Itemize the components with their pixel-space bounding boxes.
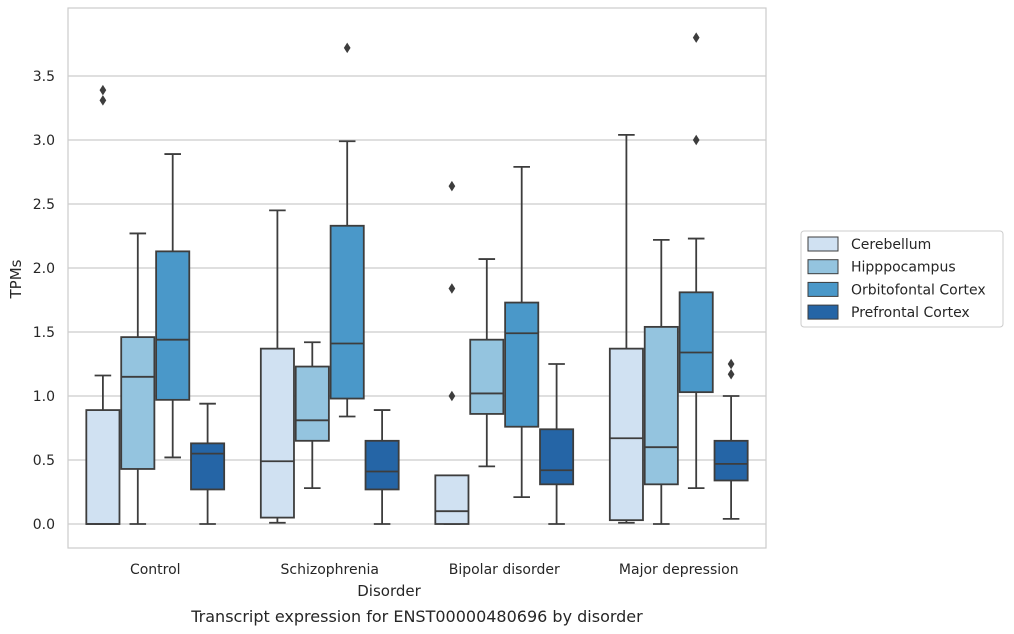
legend-swatch: [807, 281, 839, 297]
y-tick-label: 0.5: [33, 453, 55, 469]
outlier-point: [99, 95, 107, 106]
legend-swatch: [807, 259, 839, 275]
box-1-1: [294, 341, 330, 490]
box-body: [678, 291, 714, 394]
outlier-point: [448, 283, 456, 294]
box-body: [364, 439, 400, 491]
y-tick-label: 1.0: [33, 389, 55, 405]
x-tick-label: Control: [130, 562, 181, 578]
outlier-point: [692, 134, 700, 146]
y-tick-label: 3.5: [33, 69, 55, 85]
box-body: [434, 474, 470, 525]
y-tick-label: 2.0: [33, 261, 55, 277]
legend-label: Prefrontal Cortex: [851, 305, 970, 321]
outlier-point: [692, 32, 700, 43]
x-axis-label: Disorder: [357, 582, 421, 600]
legend-swatch: [807, 236, 839, 252]
box-2-0: [155, 153, 191, 459]
box-body: [85, 409, 121, 525]
box-2-3: [678, 32, 714, 490]
box-body: [608, 347, 644, 522]
box-3-1: [364, 409, 400, 525]
x-tick-labels: Control Schizophrenia Bipolar disorder Majo…: [130, 562, 739, 578]
box-0-3: [608, 133, 644, 524]
box-0-0: [85, 84, 121, 525]
y-axis-label: TPMs: [7, 259, 25, 299]
box-body: [155, 250, 191, 401]
legend: Cerebellum Hipppocampus Orbitofontal Corte…: [800, 230, 1004, 328]
box-body: [294, 365, 330, 442]
legend-items: Cerebellum Hipppocampus Orbitofontal Corte…: [807, 236, 986, 321]
box-body: [190, 442, 226, 491]
box-1-3: [643, 238, 679, 525]
box-0-2: [434, 180, 470, 525]
y-tick-label: 2.5: [33, 197, 55, 213]
box-1-2: [469, 258, 505, 468]
y-tick-label: 0.0: [33, 517, 55, 533]
x-tick-label: Major depression: [619, 562, 739, 578]
box-2-2: [504, 165, 540, 499]
box-body: [469, 338, 505, 415]
legend-label: Orbitofontal Cortex: [851, 282, 986, 298]
box-body: [713, 439, 749, 482]
legend-frame: [800, 230, 1004, 328]
x-tick-label: Bipolar disorder: [449, 562, 560, 578]
y-tick-labels: 0.0 0.5 1.0 1.5 2.0 2.5 3.0 3.5: [33, 69, 55, 533]
outlier-point: [448, 180, 456, 192]
box-3-3: [713, 358, 749, 520]
outlier-point: [343, 42, 351, 54]
outlier-point: [727, 368, 735, 380]
box-0-1: [259, 209, 295, 524]
box-body: [259, 347, 295, 519]
y-tick-label: 3.0: [33, 133, 55, 149]
outlier-point: [448, 390, 456, 402]
boxes: [85, 32, 749, 525]
box-body: [539, 428, 575, 486]
box-body: [329, 224, 365, 400]
plot-area: [67, 7, 767, 549]
outlier-point: [99, 84, 107, 96]
box-body: [120, 336, 156, 470]
y-tick-label: 1.5: [33, 325, 55, 341]
legend-label: Hipppocampus: [851, 260, 956, 276]
x-tick-label: Schizophrenia: [281, 562, 379, 578]
legend-swatch: [807, 304, 839, 320]
chart-caption: Transcript expression for ENST0000048069…: [190, 607, 643, 626]
box-3-2: [539, 363, 575, 525]
legend-label: Cerebellum: [851, 237, 931, 253]
box-1-0: [120, 232, 156, 525]
box-body: [643, 325, 679, 486]
box-body: [504, 301, 540, 428]
box-2-1: [329, 42, 365, 418]
box-3-0: [190, 402, 226, 525]
outlier-point: [727, 358, 735, 370]
